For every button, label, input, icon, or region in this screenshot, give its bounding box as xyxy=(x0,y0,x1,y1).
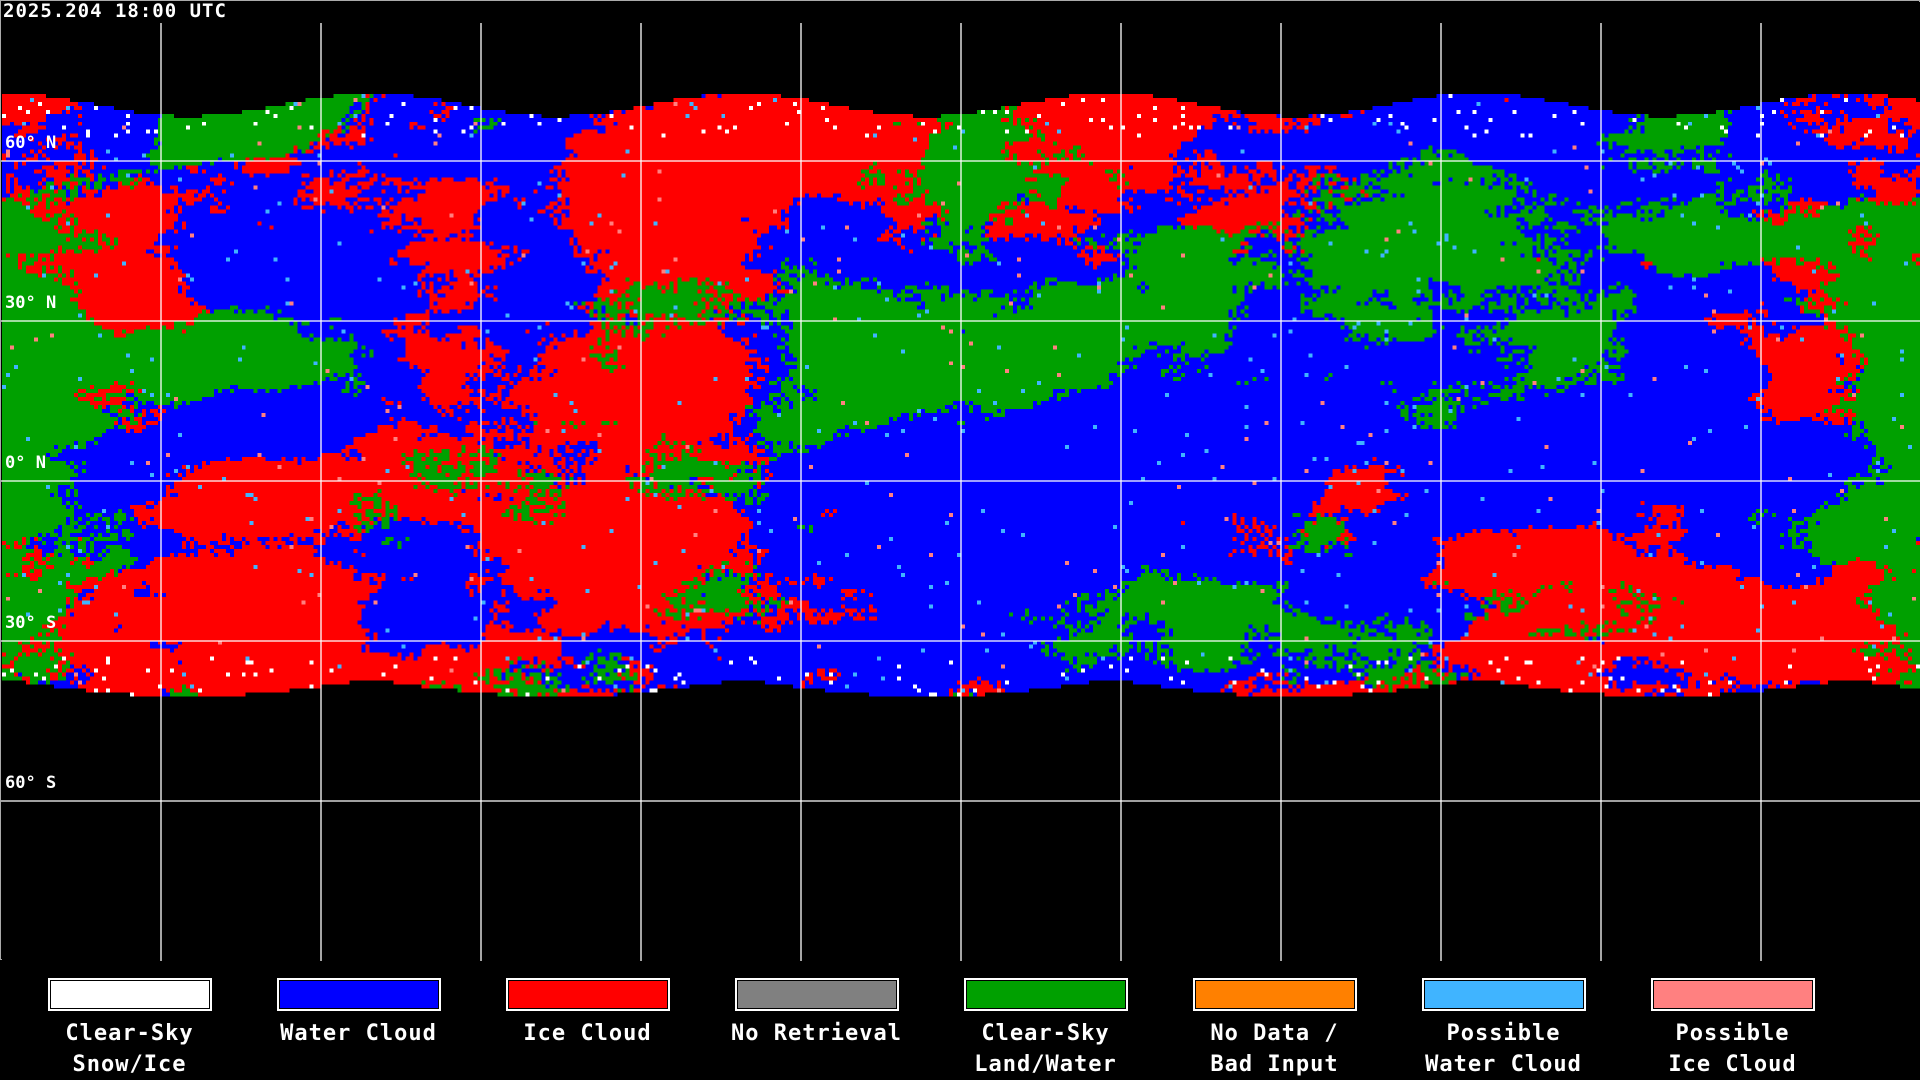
legend-swatch xyxy=(505,978,670,1011)
legend-swatch xyxy=(1192,978,1357,1011)
legend-swatch xyxy=(1421,978,1586,1011)
legend-swatch xyxy=(1650,978,1815,1011)
graticule xyxy=(1,23,1920,961)
lat-label-60s: 60° S xyxy=(5,773,57,793)
legend-label: Water Cloud xyxy=(280,1021,437,1046)
legend-label: Possible Ice Cloud xyxy=(1668,1021,1797,1077)
legend-label: Possible Water Cloud xyxy=(1425,1021,1582,1077)
legend-item: Possible Ice Cloud xyxy=(1618,978,1847,1080)
lat-label-30n: 30° N xyxy=(5,293,57,313)
legend-item: No Retrieval xyxy=(702,978,931,1049)
legend-item: Clear-Sky Snow/Ice xyxy=(15,978,244,1080)
cloud-phase-map xyxy=(0,0,1920,961)
legend-label: Clear-Sky Snow/Ice xyxy=(65,1021,194,1077)
lat-label-60n: 60° N xyxy=(5,133,57,153)
legend-label: No Data / Bad Input xyxy=(1210,1021,1339,1077)
legend-item: Water Cloud xyxy=(244,978,473,1049)
legend-label: Clear-Sky Land/Water xyxy=(974,1021,1117,1077)
legend-label: Ice Cloud xyxy=(523,1021,652,1046)
legend-item: Ice Cloud xyxy=(473,978,702,1049)
legend-swatch xyxy=(276,978,441,1011)
legend-swatch xyxy=(734,978,899,1011)
legend-item: Possible Water Cloud xyxy=(1389,978,1618,1080)
timestamp-title: 2025.204 18:00 UTC xyxy=(3,0,227,22)
legend-label: No Retrieval xyxy=(731,1021,902,1046)
legend-swatch xyxy=(963,978,1128,1011)
lat-label-30s: 30° S xyxy=(5,613,57,633)
legend-item: No Data / Bad Input xyxy=(1160,978,1389,1080)
legend-swatch xyxy=(47,978,212,1011)
lat-label-equator: 0° N xyxy=(5,453,46,473)
legend-item: Clear-Sky Land/Water xyxy=(931,978,1160,1080)
